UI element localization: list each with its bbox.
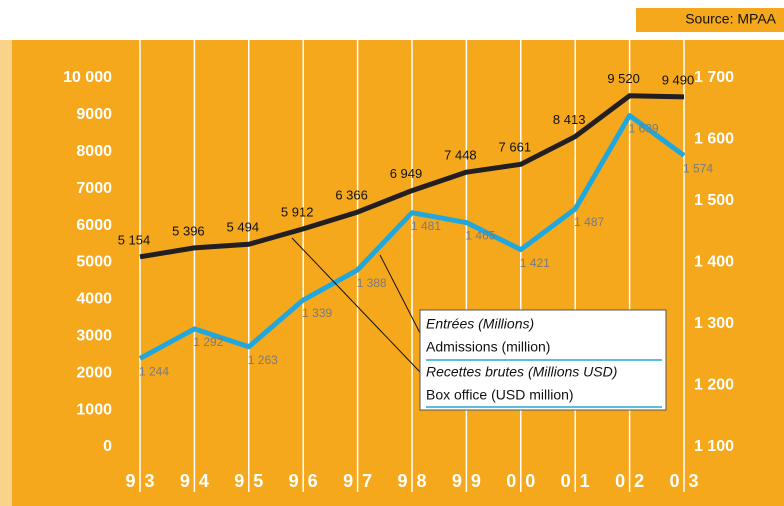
- y-tick-label: 3000: [76, 328, 112, 345]
- value-label: 1 639: [629, 122, 659, 136]
- y2-tick-label: 1 700: [694, 69, 734, 86]
- series-line: [138, 113, 686, 361]
- leader-line: [291, 237, 421, 373]
- y-tick-label: 6000: [76, 217, 112, 234]
- y2-tick-label: 1 100: [694, 438, 734, 455]
- leader-line: [379, 254, 421, 334]
- source-box: [636, 8, 784, 32]
- source: Source: MPAA: [685, 11, 776, 27]
- value-label: 1 487: [574, 215, 604, 229]
- x-tick-label: 94: [180, 471, 218, 491]
- y-tick-label: 4000: [76, 291, 112, 308]
- series-line: [139, 93, 685, 260]
- value-label: 7 448: [444, 148, 477, 163]
- x-tick-label: 99: [452, 471, 490, 491]
- y-tick-label: 1000: [76, 401, 112, 418]
- plot-background: [0, 40, 784, 506]
- legend-label-fr: Entrées (Millions): [426, 316, 534, 332]
- legend-label: Box office (USD million): [426, 387, 574, 403]
- y-tick-label: 5000: [76, 254, 112, 271]
- x-tick-label: 01: [561, 471, 599, 491]
- value-label: 9 490: [662, 72, 695, 87]
- left-strip: [0, 40, 12, 506]
- legend-label: Admissions (million): [426, 339, 550, 355]
- legend-label-fr: Recettes brutes (Millions USD): [426, 364, 617, 380]
- value-label: 7 661: [499, 140, 532, 155]
- value-label: 1 465: [465, 229, 495, 243]
- y-tick-label: 9000: [76, 106, 112, 123]
- value-label: 1 481: [411, 219, 441, 233]
- value-label: 9 520: [607, 71, 640, 86]
- y-tick-label: 0: [103, 438, 112, 455]
- y2-tick-label: 1 500: [694, 192, 734, 209]
- x-tick-label: 95: [234, 471, 272, 491]
- value-label: 1 421: [520, 256, 550, 270]
- y-tick-label: 7000: [76, 180, 112, 197]
- value-label: 8 413: [553, 112, 586, 127]
- y-tick-label: 2000: [76, 364, 112, 381]
- x-tick-label: 03: [669, 471, 707, 491]
- value-label: 6 366: [335, 188, 368, 203]
- y2-tick-label: 1 400: [694, 254, 734, 271]
- y2-tick-label: 1 600: [694, 131, 734, 148]
- value-label: 1 263: [248, 353, 278, 367]
- value-label: 1 339: [302, 306, 332, 320]
- y2-tick-label: 1 200: [694, 377, 734, 394]
- value-label: 5 154: [118, 232, 151, 247]
- y-tick-label: 8000: [76, 143, 112, 160]
- x-tick-label: 96: [289, 471, 327, 491]
- value-label: 1 388: [357, 276, 387, 290]
- value-label: 1 574: [683, 162, 713, 176]
- value-label: 5 494: [227, 220, 260, 235]
- x-tick-label: 98: [397, 471, 435, 491]
- value-label: 5 396: [172, 223, 205, 238]
- value-label: 1 244: [139, 365, 169, 379]
- value-label: 5 912: [281, 204, 314, 219]
- value-label: 1 292: [193, 335, 223, 349]
- x-tick-label: 00: [506, 471, 544, 491]
- x-tick-label: 02: [615, 471, 653, 491]
- y2-tick-label: 1 300: [694, 315, 734, 332]
- x-tick-label: 93: [125, 471, 163, 491]
- x-tick-label: 97: [343, 471, 381, 491]
- value-label: 6 949: [390, 166, 423, 181]
- y-tick-label: 10 000: [63, 69, 112, 86]
